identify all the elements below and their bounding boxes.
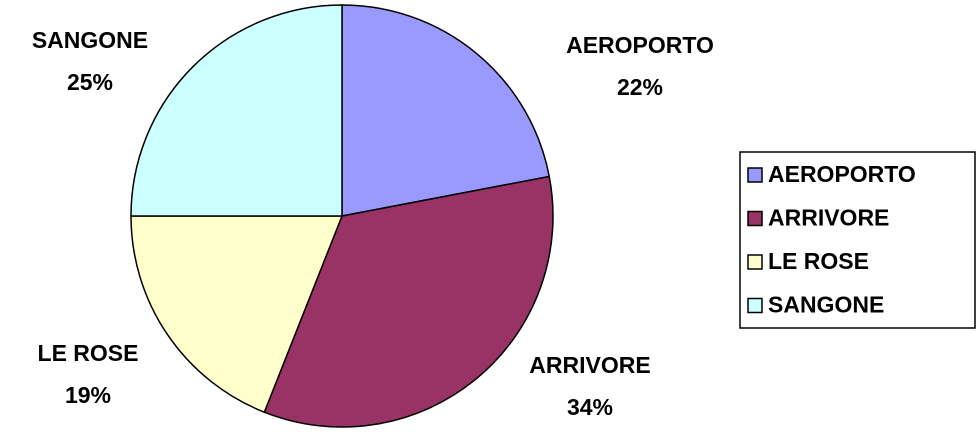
value-label: 22% [617, 74, 663, 100]
slice-label: AEROPORTO [566, 32, 714, 58]
legend-label: ARRIVORE [768, 205, 889, 231]
legend-box [739, 151, 976, 329]
legend-swatch [747, 210, 763, 227]
value-label: 19% [65, 382, 111, 408]
slice-label: ARRIVORE [529, 352, 650, 378]
pie [130, 4, 554, 428]
legend-swatch [747, 297, 763, 314]
legend: AEROPORTO ARRIVORE LE ROSE SANGONE [747, 161, 916, 318]
pie-slice [263, 175, 554, 428]
pie-slice [130, 215, 344, 414]
pie-slice [130, 4, 343, 217]
legend-swatch [747, 254, 763, 270]
legend-label: SANGONE [768, 292, 884, 318]
legend-label: AEROPORTO [768, 161, 916, 187]
legend-swatch [747, 167, 763, 183]
labels: AEROPORTO 22% ARRIVORE 34% LE ROSE 19% SANGONE… [32, 27, 714, 420]
value-label: 25% [67, 69, 113, 95]
slice-label: LE ROSE [38, 340, 139, 366]
slice-label: SANGONE [32, 27, 148, 53]
value-label: 34% [567, 394, 613, 420]
pie-slice [341, 4, 551, 217]
legend-label: LE ROSE [768, 248, 869, 274]
